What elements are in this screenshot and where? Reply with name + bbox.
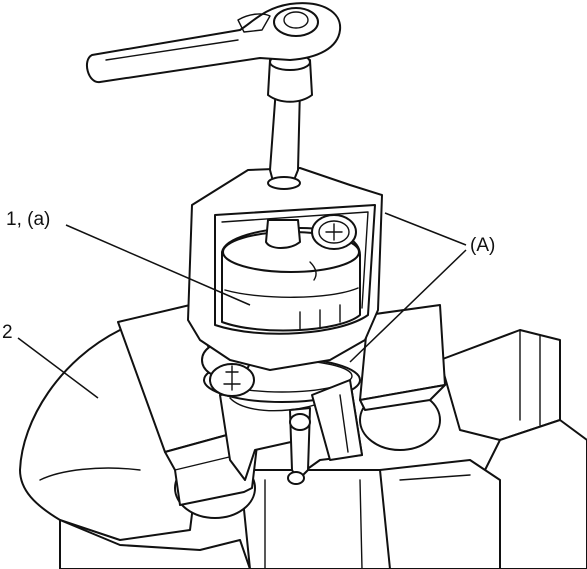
label-part-1a: 1, (a) <box>6 209 50 230</box>
extension-bar <box>267 53 313 190</box>
holder-body <box>201 341 363 485</box>
leader-part-A-upper <box>384 212 467 246</box>
ratchet-wrench <box>85 2 342 84</box>
label-part-2: 2 <box>2 322 13 343</box>
part-1a-canister <box>221 214 361 332</box>
leader-lines <box>17 212 467 399</box>
leader-part-2 <box>17 337 99 399</box>
leader-part-A-lower <box>349 249 467 363</box>
label-part-A: (A) <box>470 235 495 256</box>
vise-body <box>19 319 587 569</box>
leader-part-1a <box>65 224 251 306</box>
